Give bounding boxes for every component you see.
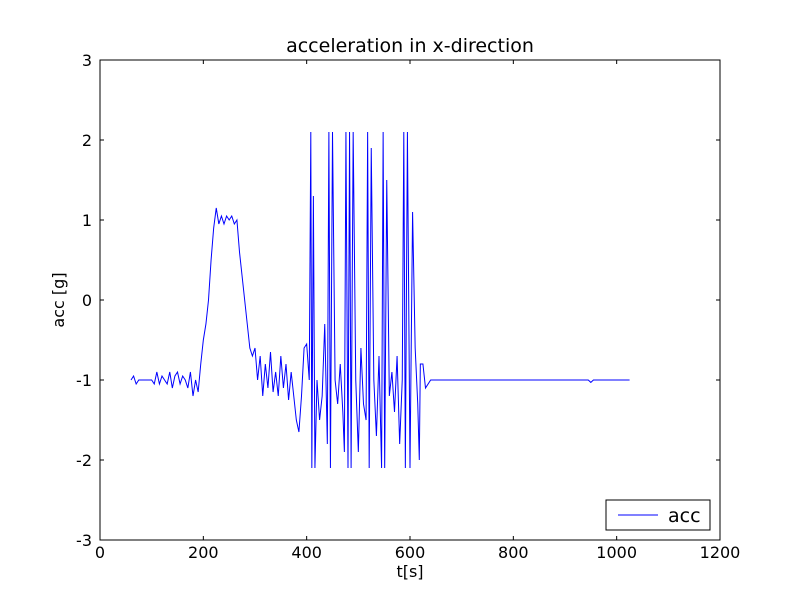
y-tick-label: -1: [76, 371, 92, 390]
legend-label: acc: [668, 505, 701, 527]
y-tick-label: 0: [82, 291, 92, 310]
x-tick-label: 0: [95, 543, 105, 562]
data-line: [130, 131, 630, 469]
x-tick-label: 800: [498, 543, 529, 562]
y-tick-label: 2: [82, 131, 92, 150]
x-tick-label: 200: [188, 543, 219, 562]
y-tick-label: 3: [82, 51, 92, 70]
x-tick-label: 1200: [700, 543, 741, 562]
y-axis-label: acc [g]: [49, 272, 68, 327]
y-tick-label: -2: [76, 451, 92, 470]
chart-title: acceleration in x-direction: [286, 35, 534, 57]
x-axis-label: t[s]: [396, 562, 423, 581]
x-tick-label: 1000: [596, 543, 637, 562]
y-tick-label: 1: [82, 211, 92, 230]
y-tick-label: -3: [76, 531, 92, 550]
x-tick-label: 600: [395, 543, 426, 562]
x-tick-label: 400: [291, 543, 322, 562]
